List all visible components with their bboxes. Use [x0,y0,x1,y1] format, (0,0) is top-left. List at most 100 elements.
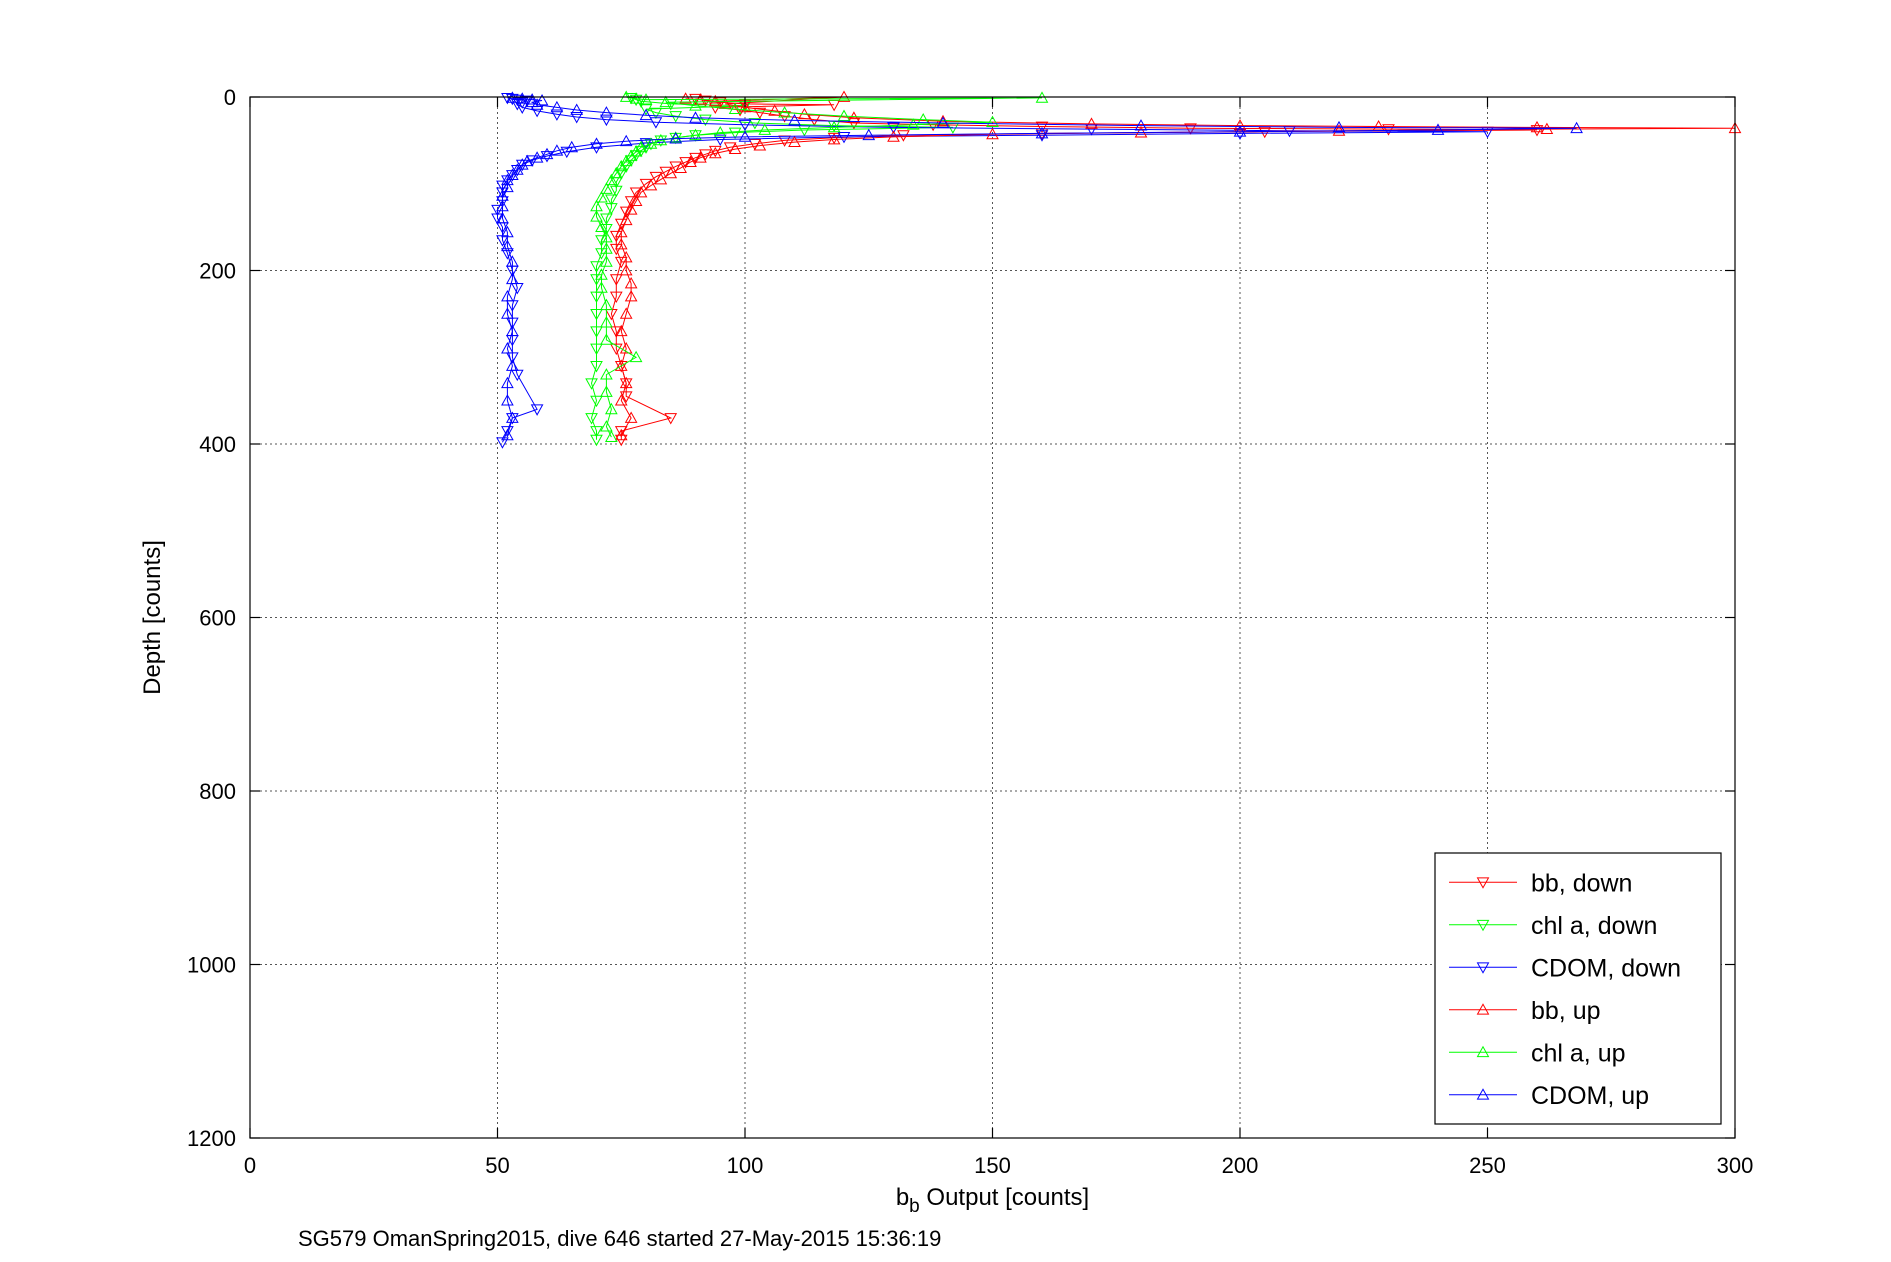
legend-label: CDOM, down [1531,954,1681,982]
data-point [501,428,514,441]
data-point [738,130,752,142]
data-point [614,237,628,250]
data-point [659,95,673,108]
data-point [614,168,628,180]
data-point [585,413,598,425]
data-point [624,411,638,423]
data-point [713,126,727,138]
data-point [605,203,618,215]
data-point [590,137,603,149]
data-point [590,308,603,321]
data-point [708,146,722,159]
data-point [595,235,608,247]
data-point [624,276,638,289]
data-point [501,180,514,193]
data-point [1530,120,1544,133]
data-point [827,132,841,145]
tick-labels: 0 50 100 150 200 250 300 0 200 400 600 800 1000 1200 [187,85,1753,1178]
data-point [639,108,653,121]
y-tick-label: 400 [199,432,236,457]
data-point [501,426,514,438]
data-point [664,413,678,425]
data-point [605,194,618,206]
data-point [768,104,782,116]
series-5 [496,91,1583,441]
data-point [590,395,603,408]
data-point [501,307,514,319]
data-point [506,324,519,337]
data-point [530,404,544,416]
data-point [525,95,539,108]
data-point [600,213,613,225]
data-point [525,93,539,105]
y-axis-label: Depth [counts] [139,540,166,695]
data-point [614,428,628,441]
data-point [674,161,687,174]
data-point [510,94,524,107]
data-point [609,326,623,338]
data-point [862,128,876,141]
data-point [590,426,603,438]
data-point [595,191,608,203]
data-point [614,359,628,371]
data-point [590,261,603,273]
data-point [600,231,613,243]
data-point [501,289,514,302]
x-tick-label: 100 [727,1153,764,1178]
data-point [986,115,999,128]
data-point [1570,121,1583,134]
legend-item: bb, up [1449,997,1601,1025]
data-point [837,132,851,144]
x-axis-label-subscript: b [909,1196,920,1217]
legend-label: bb, up [1531,997,1601,1025]
data-point [778,106,791,118]
data-point [728,102,742,115]
data-point [491,213,504,225]
data-point [699,149,712,161]
data-point [728,142,742,154]
data-point [1332,120,1346,133]
data-point [540,147,554,160]
data-point [1035,126,1049,139]
data-point [644,137,658,149]
data-point [906,118,920,130]
data-point [624,149,638,161]
data-point [600,333,613,345]
data-point [689,99,702,111]
legend-item: CDOM, down [1449,954,1681,982]
data-point [605,173,618,186]
data-point [689,111,702,123]
data-point [550,100,564,113]
data-point [708,145,722,158]
data-point [629,94,643,107]
data-point [837,109,851,121]
data-point [595,281,608,293]
y-tick-label: 1000 [187,953,236,978]
data-point [515,92,529,104]
data-point [609,185,623,198]
data-point [530,151,544,163]
data-point [679,92,692,104]
data-point [506,359,519,371]
data-point [699,114,712,127]
data-point [619,263,633,276]
series-4 [590,90,1049,442]
data-point [689,128,702,141]
data-point [679,157,692,169]
data-point [1431,123,1445,135]
legend-box [1434,852,1722,1125]
data-point [600,223,613,236]
series-3 [614,90,1742,441]
x-tick-label: 0 [244,1153,256,1178]
data-point [550,144,564,156]
data-point [699,95,712,107]
data-point [624,196,638,208]
series-line [502,97,1577,436]
series-layer [491,90,1742,449]
data-point [649,107,663,120]
data-point [600,368,613,380]
data-point [708,94,722,107]
y-tick-label: 0 [224,85,236,110]
data-point [639,138,653,150]
data-point [590,343,603,356]
